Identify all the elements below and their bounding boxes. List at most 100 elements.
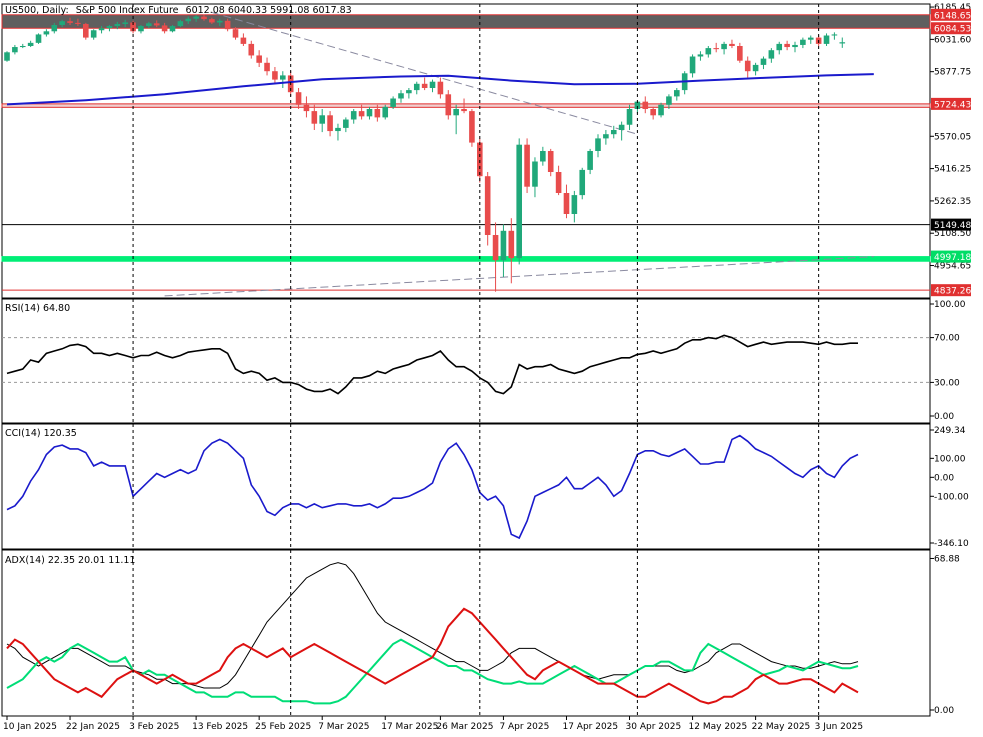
candle-body — [445, 94, 452, 116]
candle-body — [784, 43, 790, 48]
candle-body — [737, 46, 743, 61]
candle-body — [366, 109, 373, 117]
candle-body — [579, 169, 586, 196]
cci-label: CCI(14) 120.35 — [5, 428, 77, 439]
candle-body — [311, 111, 318, 124]
candle-body — [760, 58, 767, 65]
candle-body — [390, 98, 396, 107]
pane-frame-cci — [1, 423, 931, 550]
candle-body — [540, 151, 546, 162]
level-label: 5149.48 — [934, 221, 971, 231]
price-tick-label: 5108.50 — [934, 229, 971, 239]
level-label: 6084.53 — [934, 25, 971, 35]
price-tick-label: 6185.45 — [934, 3, 971, 13]
candle-body — [823, 35, 830, 44]
adx-line — [6, 562, 859, 689]
candle-body — [90, 30, 97, 38]
price-pane[interactable]: 6185.45 6031.60 5877.75 5570.05 5416.25 5262.… — [1, 3, 971, 297]
level-label: 4997.18 — [934, 253, 971, 263]
candle-body — [768, 50, 775, 59]
panes — [1, 3, 931, 717]
candle-body — [807, 37, 814, 40]
candle-body — [303, 104, 310, 112]
candle-body — [114, 23, 121, 27]
candle-body — [374, 109, 381, 118]
level-label: 6148.65 — [934, 11, 971, 21]
x-tick-label: 25 Feb 2025 — [255, 722, 311, 732]
candle-body — [595, 138, 601, 151]
candle-body — [272, 71, 278, 80]
candle-body — [153, 23, 160, 26]
candle-body — [122, 22, 128, 24]
candle-body — [500, 230, 507, 261]
candle-body — [697, 54, 704, 57]
candle-body — [98, 28, 105, 31]
x-tick-label: 3 Jun 2025 — [815, 722, 863, 732]
candle-body — [335, 127, 341, 132]
trendline-0 — [211, 11, 638, 135]
candle-body — [67, 21, 73, 23]
candle-body — [201, 16, 207, 20]
candle-body — [453, 109, 459, 116]
header-symbol: US500, Daily: — [5, 5, 69, 16]
candle-body — [477, 142, 483, 177]
candle-body — [224, 20, 231, 30]
x-tick-label: 17 Mar 2025 — [381, 722, 438, 732]
x-tick-label: 22 Jan 2025 — [66, 722, 120, 732]
candle-body — [19, 46, 26, 48]
chart-header: US500, Daily: S&P 500 Index Future 6012.… — [5, 5, 352, 16]
candle-body — [4, 52, 10, 61]
candle-body — [776, 43, 783, 51]
candle-body — [587, 151, 593, 170]
level-label-box — [931, 250, 971, 263]
candle-body — [421, 83, 428, 88]
cci-tick-label: 0.00 — [934, 473, 954, 483]
trendline-1 — [164, 256, 874, 297]
candle-body — [327, 115, 333, 132]
candle-body — [729, 43, 735, 46]
candle-body — [524, 144, 530, 187]
x-tick-label: 10 Jan 2025 — [3, 722, 57, 732]
candle-body — [618, 124, 625, 130]
candle-body — [358, 111, 365, 117]
x-tick-label: 30 Apr 2025 — [626, 722, 682, 732]
x-tick-label: 17 Apr 2025 — [562, 722, 618, 732]
candle-body — [264, 62, 270, 72]
candle-body — [177, 21, 184, 27]
candle-body — [138, 26, 144, 32]
adx-pane[interactable]: 68.88 0.00 — [6, 554, 960, 716]
candle-body — [75, 22, 81, 24]
rsi-pane[interactable]: 100.00 70.00 30.00 0.00 — [2, 300, 966, 422]
candle-body — [146, 23, 152, 27]
candle-body — [744, 60, 751, 72]
candle-body — [209, 19, 215, 23]
price-tick-label: 6031.60 — [934, 35, 971, 45]
rsi-tick-label: 30.00 — [934, 378, 960, 388]
candle-body — [658, 104, 664, 116]
x-tick-label: 3 Feb 2025 — [129, 722, 179, 732]
cci-pane[interactable]: 249.34 100.00 0.00 -100.00 -346.10 — [6, 426, 969, 549]
level-label: 4837.26 — [934, 287, 971, 297]
level-label-box — [931, 97, 971, 110]
x-tick-label: 13 Feb 2025 — [192, 722, 248, 732]
rsi-line — [6, 334, 858, 395]
rsi-label: RSI(14) 64.80 — [5, 303, 70, 314]
candle-body — [626, 109, 633, 125]
cci-tick-label: -100.00 — [934, 492, 969, 502]
candle-body — [59, 21, 65, 25]
price-tick-label: 5570.05 — [934, 132, 971, 142]
candle-body — [800, 39, 806, 45]
candle-body — [398, 93, 404, 99]
price-tick-label: 4954.65 — [934, 262, 971, 272]
header-ohlc: 6012.08 6040.33 5991.08 6017.83 — [186, 5, 352, 16]
level-label: 5724.43 — [934, 100, 971, 110]
level-label-box — [931, 22, 971, 35]
candle-body — [406, 90, 412, 94]
candle-body — [193, 16, 199, 19]
level-label-box — [931, 218, 971, 231]
candle-body — [216, 20, 223, 23]
rsi-tick-label: 0.00 — [934, 412, 954, 422]
candle-body — [12, 47, 18, 53]
candle-body — [674, 90, 680, 97]
